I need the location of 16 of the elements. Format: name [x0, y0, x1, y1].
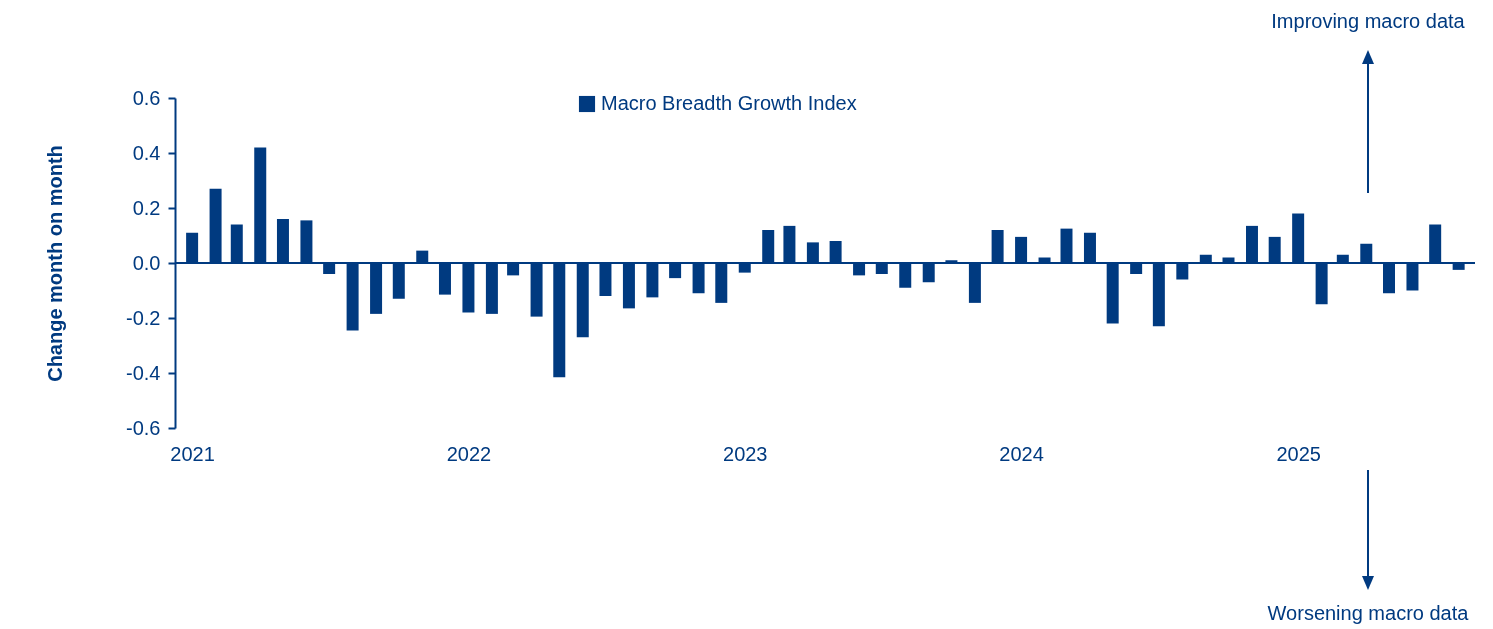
legend-label: Macro Breadth Growth Index	[601, 92, 857, 114]
y-tick-label: -0.2	[126, 306, 161, 329]
x-tick-label: 2025	[1276, 442, 1321, 465]
text: Improving macro data	[1271, 10, 1466, 32]
y-tick-label: -0.6	[126, 416, 161, 439]
y-axis-title: Change month on month	[44, 145, 67, 382]
x-tick-label: 2024	[999, 442, 1044, 465]
text: Worsening macro data	[1267, 602, 1470, 624]
x-tick-label: 2022	[446, 442, 492, 465]
y-tick-label: -0.4	[126, 361, 161, 384]
y-tick-label: 0.0	[132, 251, 161, 274]
y-tick-label: 0.6	[132, 86, 161, 109]
x-tick-label: 2023	[723, 442, 768, 465]
y-tick-label: 0.4	[132, 141, 161, 164]
x-tick-label: 2021	[170, 442, 215, 465]
y-tick-label: 0.2	[132, 196, 161, 219]
